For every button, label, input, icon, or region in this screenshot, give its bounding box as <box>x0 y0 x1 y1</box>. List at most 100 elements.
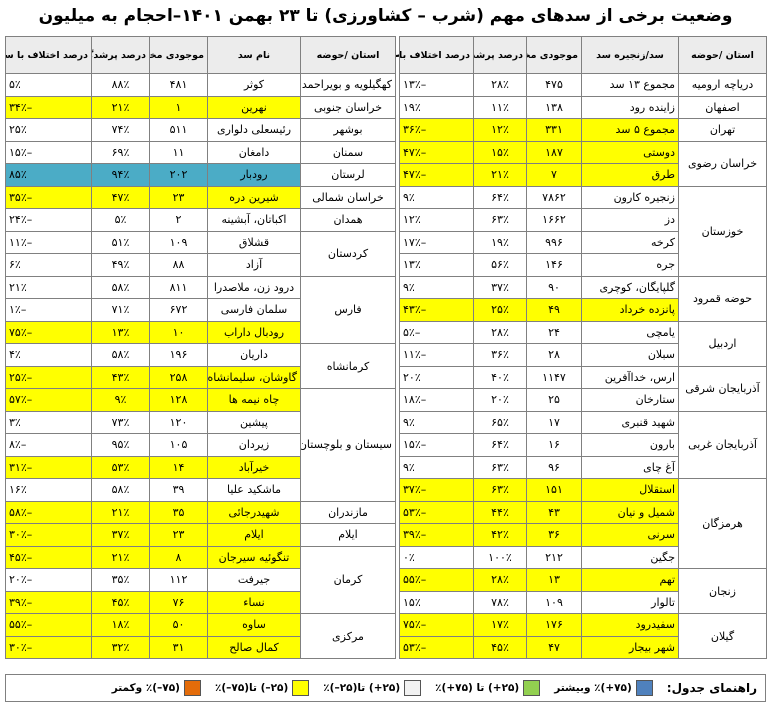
dam-cell: کرخه <box>581 230 679 254</box>
fill-cell: ۳۷٪ <box>473 275 527 299</box>
table-row: ۰٪ ۱۰۰٪ ۲۱۲ جگین <box>399 545 767 569</box>
storage-cell: ۳۳۱ <box>526 118 582 142</box>
province-cell: اصفهان <box>678 95 767 119</box>
dam-cell: شیرین دره <box>207 185 301 209</box>
storage-cell: ۴۸۱ <box>149 73 208 97</box>
fill-cell: ۵٪ <box>91 208 150 232</box>
table-row: –۱۳٪ ۲۸٪ ۴۷۵ مجموع ۱۳ سد دریاچه ارومیه <box>399 73 767 97</box>
dam-cell: مجموع ۱۳ سد <box>581 73 679 97</box>
storage-cell: ۱۷ <box>526 410 582 434</box>
diff-cell: –۱۵٪ <box>5 140 92 164</box>
dam-cell: آغ چای <box>581 455 679 479</box>
table-row: ۱۵٪ ۷۸٪ ۱۰۹ تالوار <box>399 590 767 614</box>
table-row: –۳۹٪ ۴۵٪ ۷۶ نساء <box>5 590 396 614</box>
diff-cell: –۳۹٪ <box>5 590 92 614</box>
fill-cell: ۵۸٪ <box>91 343 150 367</box>
table-header-row: درصد اختلاف با سال قبل درصد پرشدگی موجود… <box>5 36 396 74</box>
fill-cell: ۲۱٪ <box>91 500 150 524</box>
fill-cell: ۶۳٪ <box>473 455 527 479</box>
province-cell: سیستان و بلوچستان <box>300 388 396 502</box>
fill-cell: ۱۹٪ <box>473 230 527 254</box>
province-cell: سمنان <box>300 140 396 164</box>
fill-cell: ۴۷٪ <box>91 185 150 209</box>
legend-label: (۲۵+) تا (۷۵+)٪ <box>435 682 520 694</box>
diff-cell: ۹٪ <box>399 185 474 209</box>
table-row: ۱۳٪ ۵۶٪ ۱۴۶ جره <box>399 253 767 277</box>
province-cell: مازندران <box>300 500 396 524</box>
table-row: ۲۵٪ ۷۴٪ ۵۱۱ رئیسعلی دلواری بوشهر <box>5 118 396 142</box>
dam-cell: زاینده رود <box>581 95 679 119</box>
fill-cell: ۷۳٪ <box>91 410 150 434</box>
storage-cell: ۹۰ <box>526 275 582 299</box>
table-row: –۵۵٪ ۲۸٪ ۱۳ تهم زنجان <box>399 568 767 614</box>
storage-cell: ۴۷ <box>526 635 582 659</box>
diff-cell: ۳٪ <box>5 410 92 434</box>
fill-cell: ۴۵٪ <box>91 590 150 614</box>
province-cell: دریاچه ارومیه <box>678 73 767 97</box>
province-cell: هرمزگان <box>678 478 767 569</box>
table-row: –۵٪ ۲۸٪ ۲۴ یامچی اردبیل <box>399 320 767 367</box>
storage-cell: ۱۰۹ <box>526 590 582 614</box>
storage-cell: ۱۴۶ <box>526 253 582 277</box>
table-row: ۲۰٪ ۴۰٪ ۱۱۴۷ ارس، خداآفرین آذربایجان شرقی <box>399 365 767 412</box>
dam-cell: کمال صالح <box>207 635 301 659</box>
dam-cell: ایلام <box>207 523 301 547</box>
table-row: –۲۴٪ ۵٪ ۲ اکباتان، آبشینه همدان <box>5 208 396 232</box>
table-row: –۵۸٪ ۲۱٪ ۳۵ شهیدرجائی مازندران <box>5 500 396 524</box>
dam-cell: پانزده خرداد <box>581 298 679 322</box>
province-cell: لرستان <box>300 163 396 187</box>
storage-cell: ۱۰ <box>149 320 208 344</box>
diff-cell: –۲۴٪ <box>5 208 92 232</box>
table-row: –۳۰٪ ۳۲٪ ۳۱ کمال صالح <box>5 635 396 659</box>
storage-cell: ۳۶ <box>526 523 582 547</box>
storage-cell: ۱۱۲ <box>149 568 208 592</box>
diff-cell: ۲۰٪ <box>399 365 474 389</box>
fill-cell: ۶۵٪ <box>473 410 527 434</box>
storage-cell: ۵۱۱ <box>149 118 208 142</box>
diff-cell: –۴۳٪ <box>399 298 474 322</box>
storage-cell: ۱۳ <box>526 568 582 592</box>
storage-cell: ۱۰۵ <box>149 433 208 457</box>
storage-cell: ۱۲۸ <box>149 388 208 412</box>
storage-cell: ۱۴ <box>149 455 208 479</box>
table-row: –۱٪ ۷۱٪ ۶۷۲ سلمان فارسی <box>5 298 396 322</box>
header-diff: درصد اختلاف با سال قبل <box>399 36 474 74</box>
legend-swatch-gray <box>404 680 422 696</box>
dam-cell: جره <box>581 253 679 277</box>
diff-cell: –۵۵٪ <box>399 568 474 592</box>
page-title: وضعیت برخی از سدهای مهم (شرب – کشاورزی) … <box>38 6 733 58</box>
diff-cell: –۱۸٪ <box>399 388 474 412</box>
dam-cell: سبلان <box>581 343 679 367</box>
province-cell: خراسان رضوی <box>678 140 767 187</box>
dam-cell: چاه نیمه ها <box>207 388 301 412</box>
storage-cell: ۷۸۶۲ <box>526 185 582 209</box>
storage-cell: ۳۱ <box>149 635 208 659</box>
dam-cell: رودبال داراب <box>207 320 301 344</box>
dam-cell: سفیدرود <box>581 613 679 637</box>
table-row: –۳۷٪ ۶۳٪ ۱۵۱ استقلال هرمزگان <box>399 478 767 569</box>
storage-cell: ۱۲۰ <box>149 410 208 434</box>
diff-cell: ۲۱٪ <box>5 275 92 299</box>
fill-cell: ۶۳٪ <box>473 478 527 502</box>
fill-cell: ۴۵٪ <box>473 635 527 659</box>
header-dam: سد/زنجیره سد <box>581 36 679 74</box>
table-row: ۳٪ ۷۳٪ ۱۲۰ پیشین <box>5 410 396 434</box>
province-cell: خراسان جنوبی <box>300 95 396 119</box>
fill-cell: ۵۸٪ <box>91 275 150 299</box>
table-row: ۱۲٪ ۶۳٪ ۱۶۶۲ دز <box>399 208 767 232</box>
dam-cell: استقلال <box>581 478 679 502</box>
table-row: –۱۵٪ ۶۴٪ ۱۶ بارون <box>399 433 767 457</box>
diff-cell: ۱۵٪ <box>399 590 474 614</box>
storage-cell: ۱۳۸ <box>526 95 582 119</box>
diff-cell: ۲۵٪ <box>5 118 92 142</box>
diff-cell: –۱۵٪ <box>399 433 474 457</box>
table-row: –۳۱٪ ۵۳٪ ۱۴ خیرآباد <box>5 455 396 479</box>
diff-cell: ۱۲٪ <box>399 208 474 232</box>
diff-cell: ۹٪ <box>399 410 474 434</box>
fill-cell: ۹۴٪ <box>91 163 150 187</box>
storage-cell: ۵۰ <box>149 613 208 637</box>
storage-cell: ۷۶ <box>149 590 208 614</box>
table-row: –۴۷٪ ۲۱٪ ۷ طرق <box>399 163 767 187</box>
fill-cell: ۵۶٪ <box>473 253 527 277</box>
province-cell: آذربایجان غربی <box>678 410 767 479</box>
